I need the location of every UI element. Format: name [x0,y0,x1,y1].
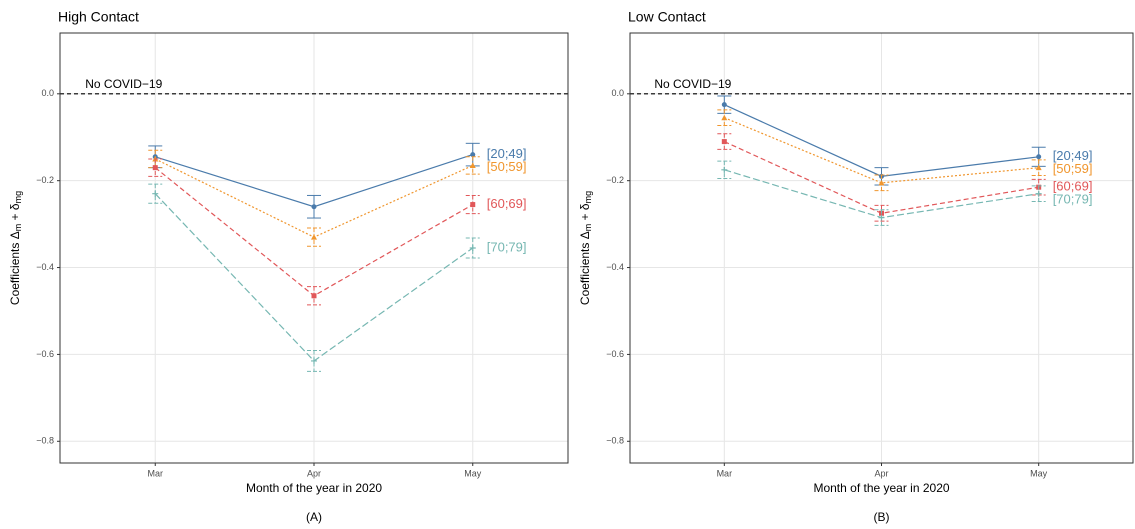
marker [470,152,476,158]
series-label: [70;79] [1053,192,1093,207]
series-label: [60;69] [1053,179,1093,194]
marker [1035,164,1042,171]
x-tick-label: Mar [717,468,733,478]
marker [152,190,159,197]
x-tick-label: Apr [874,468,888,478]
series [148,142,480,219]
y-tick-label: −0.6 [36,349,54,359]
marker [311,204,317,210]
marker [311,357,317,364]
series-line [724,117,1039,184]
x-tick-label: May [464,468,482,478]
panel-title: Low Contact [628,9,706,25]
marker [721,139,727,145]
plot-frame [629,32,1134,464]
y-tick-label: −0.2 [606,175,624,185]
y-tick-label: 0.0 [41,88,54,98]
y-tick-label: 0.0 [611,88,624,98]
x-tick-label: Mar [148,468,164,478]
marker [878,214,885,221]
marker [721,114,728,121]
series-label: [50;59] [1053,161,1093,176]
y-axis-title-part: + δ [8,203,22,224]
y-axis-title-part: + δ [578,203,592,224]
panel-caption: (B) [874,510,890,524]
y-tick-label: −0.8 [606,436,624,446]
marker [469,245,476,251]
series-label: [50;59] [487,159,527,174]
y-axis-title-part: m [13,224,23,232]
panel-caption: (A) [306,510,322,524]
series [148,158,480,306]
x-tick-label: Apr [307,468,321,478]
series-label: [20;49] [487,146,527,161]
marker [1036,154,1042,160]
marker [721,166,728,173]
y-axis-title: Coefficients Δm + δmg [8,191,23,305]
marker [878,179,885,186]
y-axis-title-part: mg [13,191,23,204]
series [717,109,1046,192]
marker [152,165,158,171]
series [717,160,1046,226]
x-axis-title: Month of the year in 2020 [246,481,382,495]
reference-label: No COVID−19 [85,77,162,91]
marker [469,162,476,168]
series [148,149,480,247]
y-axis-title-part: Coefficients Δ [578,231,592,305]
series-label: [70;79] [487,239,527,254]
y-axis-title-part: mg [583,191,593,204]
y-axis-title-part: m [583,224,593,232]
series-label: [60;69] [487,196,527,211]
y-tick-label: −0.6 [606,349,624,359]
y-axis-title-part: Coefficients Δ [8,231,22,305]
plot-frame [59,32,569,464]
marker [1035,190,1042,197]
marker [721,102,727,108]
y-tick-label: −0.2 [36,175,54,185]
marker [311,234,317,240]
series-label: [20;49] [1053,148,1093,163]
series [148,183,480,372]
reference-label: No COVID−19 [654,77,731,91]
marker [311,293,317,299]
panel-title: High Contact [58,9,139,25]
y-tick-label: −0.8 [36,436,54,446]
y-axis-title: Coefficients Δm + δmg [578,191,593,305]
y-tick-label: −0.4 [36,262,54,272]
marker [470,202,476,208]
x-tick-label: May [1030,468,1048,478]
x-axis-title: Month of the year in 2020 [813,481,949,495]
error-bar [307,350,321,372]
y-tick-label: −0.4 [606,262,624,272]
